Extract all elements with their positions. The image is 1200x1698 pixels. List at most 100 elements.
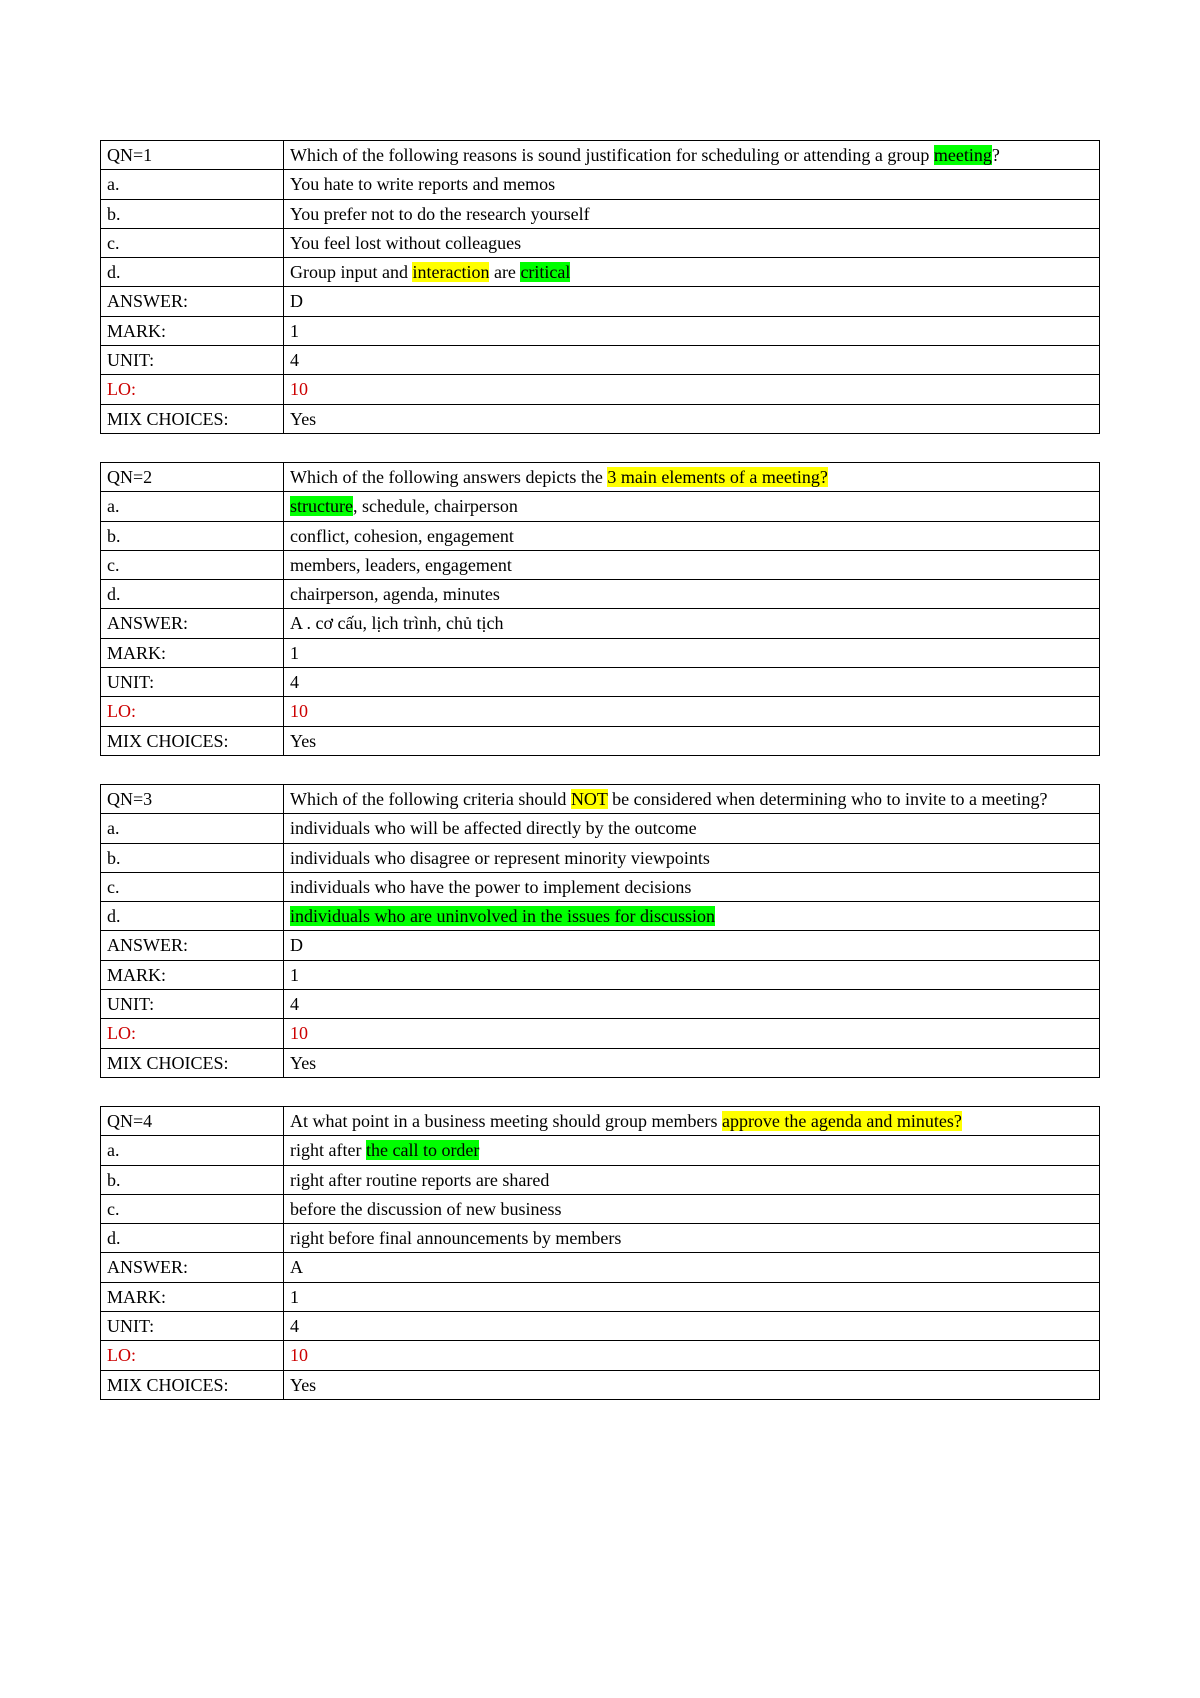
lo-row: LO: 10 <box>101 375 1100 404</box>
lo-label: LO: <box>101 375 284 404</box>
option-text: right after routine reports are shared <box>284 1165 1100 1194</box>
lo-label: LO: <box>101 1019 284 1048</box>
highlight-green: critical <box>520 262 570 282</box>
prompt-text: Which of the following criteria should <box>290 789 571 809</box>
option-label: c. <box>101 872 284 901</box>
answer-label: ANSWER: <box>101 931 284 960</box>
lo-row: LO: 10 <box>101 1019 1100 1048</box>
option-label: d. <box>101 902 284 931</box>
answer-label: ANSWER: <box>101 1253 284 1282</box>
qn-label: QN=4 <box>101 1106 284 1135</box>
highlight-green: structure <box>290 496 353 516</box>
unit-label: UNIT: <box>101 346 284 375</box>
unit-value: 4 <box>284 990 1100 1019</box>
unit-row: UNIT: 4 <box>101 668 1100 697</box>
question-table-3: QN=3 Which of the following criteria sho… <box>100 784 1100 1078</box>
answer-label: ANSWER: <box>101 609 284 638</box>
answer-value: D <box>284 287 1100 316</box>
option-row: b. conflict, cohesion, engagement <box>101 521 1100 550</box>
option-label: c. <box>101 550 284 579</box>
question-prompt: Which of the following answers depicts t… <box>284 462 1100 491</box>
answer-value: A <box>284 1253 1100 1282</box>
option-label: a. <box>101 492 284 521</box>
mark-row: MARK: 1 <box>101 316 1100 345</box>
unit-row: UNIT: 4 <box>101 1311 1100 1340</box>
option-text: structure, schedule, chairperson <box>284 492 1100 521</box>
question-table-4: QN=4 At what point in a business meeting… <box>100 1106 1100 1400</box>
mark-label: MARK: <box>101 960 284 989</box>
mix-value: Yes <box>284 404 1100 433</box>
option-text: individuals who will be affected directl… <box>284 814 1100 843</box>
option-label: c. <box>101 228 284 257</box>
option-row: d. Group input and interaction are criti… <box>101 258 1100 287</box>
option-text: You feel lost without colleagues <box>284 228 1100 257</box>
answer-row: ANSWER: A <box>101 1253 1100 1282</box>
option-row: d. individuals who are uninvolved in the… <box>101 902 1100 931</box>
question-row: QN=3 Which of the following criteria sho… <box>101 784 1100 813</box>
option-row: b. You prefer not to do the research you… <box>101 199 1100 228</box>
question-prompt: At what point in a business meeting shou… <box>284 1106 1100 1135</box>
option-row: a. individuals who will be affected dire… <box>101 814 1100 843</box>
mark-value: 1 <box>284 638 1100 667</box>
mark-label: MARK: <box>101 1282 284 1311</box>
mark-value: 1 <box>284 1282 1100 1311</box>
option-row: c. before the discussion of new business <box>101 1194 1100 1223</box>
unit-value: 4 <box>284 346 1100 375</box>
option-label: b. <box>101 199 284 228</box>
mix-row: MIX CHOICES: Yes <box>101 404 1100 433</box>
option-text: members, leaders, engagement <box>284 550 1100 579</box>
unit-row: UNIT: 4 <box>101 346 1100 375</box>
prompt-text: Which of the following answers depicts t… <box>290 467 607 487</box>
unit-value: 4 <box>284 668 1100 697</box>
highlight-yellow: 3 main elements of a meeting? <box>607 467 827 487</box>
mix-label: MIX CHOICES: <box>101 726 284 755</box>
unit-label: UNIT: <box>101 1311 284 1340</box>
option-row: d. chairperson, agenda, minutes <box>101 580 1100 609</box>
mix-row: MIX CHOICES: Yes <box>101 1048 1100 1077</box>
option-text: You prefer not to do the research yourse… <box>284 199 1100 228</box>
option-text: Group input and interaction are critical <box>284 258 1100 287</box>
prompt-text: At what point in a business meeting shou… <box>290 1111 722 1131</box>
option-text: right after the call to order <box>284 1136 1100 1165</box>
option-text: individuals who have the power to implem… <box>284 872 1100 901</box>
option-text: right before final announcements by memb… <box>284 1224 1100 1253</box>
option-label: a. <box>101 814 284 843</box>
prompt-text: be considered when determining who to in… <box>608 789 1048 809</box>
option-label: b. <box>101 843 284 872</box>
mark-label: MARK: <box>101 638 284 667</box>
lo-row: LO: 10 <box>101 697 1100 726</box>
highlight-yellow: approve the agenda and minutes? <box>722 1111 962 1131</box>
lo-value: 10 <box>284 375 1100 404</box>
question-prompt: Which of the following reasons is sound … <box>284 141 1100 170</box>
lo-row: LO: 10 <box>101 1341 1100 1370</box>
option-label: d. <box>101 580 284 609</box>
option-text: , schedule, chairperson <box>353 496 518 516</box>
option-text: individuals who are uninvolved in the is… <box>284 902 1100 931</box>
mix-value: Yes <box>284 1370 1100 1399</box>
highlight-green: individuals who are uninvolved in the is… <box>290 906 715 926</box>
unit-label: UNIT: <box>101 668 284 697</box>
question-table-2: QN=2 Which of the following answers depi… <box>100 462 1100 756</box>
option-text: chairperson, agenda, minutes <box>284 580 1100 609</box>
answer-value: D <box>284 931 1100 960</box>
question-prompt: Which of the following criteria should N… <box>284 784 1100 813</box>
mark-value: 1 <box>284 960 1100 989</box>
mix-label: MIX CHOICES: <box>101 404 284 433</box>
mix-value: Yes <box>284 1048 1100 1077</box>
mix-label: MIX CHOICES: <box>101 1370 284 1399</box>
mix-value: Yes <box>284 726 1100 755</box>
option-text: Group input and <box>290 262 412 282</box>
lo-label: LO: <box>101 697 284 726</box>
mix-row: MIX CHOICES: Yes <box>101 1370 1100 1399</box>
highlight-yellow: NOT <box>571 789 608 809</box>
highlight-green: the call to order <box>366 1140 479 1160</box>
mark-row: MARK: 1 <box>101 638 1100 667</box>
qn-label: QN=2 <box>101 462 284 491</box>
page: QN=1 Which of the following reasons is s… <box>0 0 1200 1698</box>
answer-row: ANSWER: D <box>101 931 1100 960</box>
lo-value: 10 <box>284 1019 1100 1048</box>
unit-row: UNIT: 4 <box>101 990 1100 1019</box>
answer-row: ANSWER: D <box>101 287 1100 316</box>
prompt-text: Which of the following reasons is sound … <box>290 145 934 165</box>
answer-value: A . cơ cấu, lịch trình, chủ tịch <box>284 609 1100 638</box>
